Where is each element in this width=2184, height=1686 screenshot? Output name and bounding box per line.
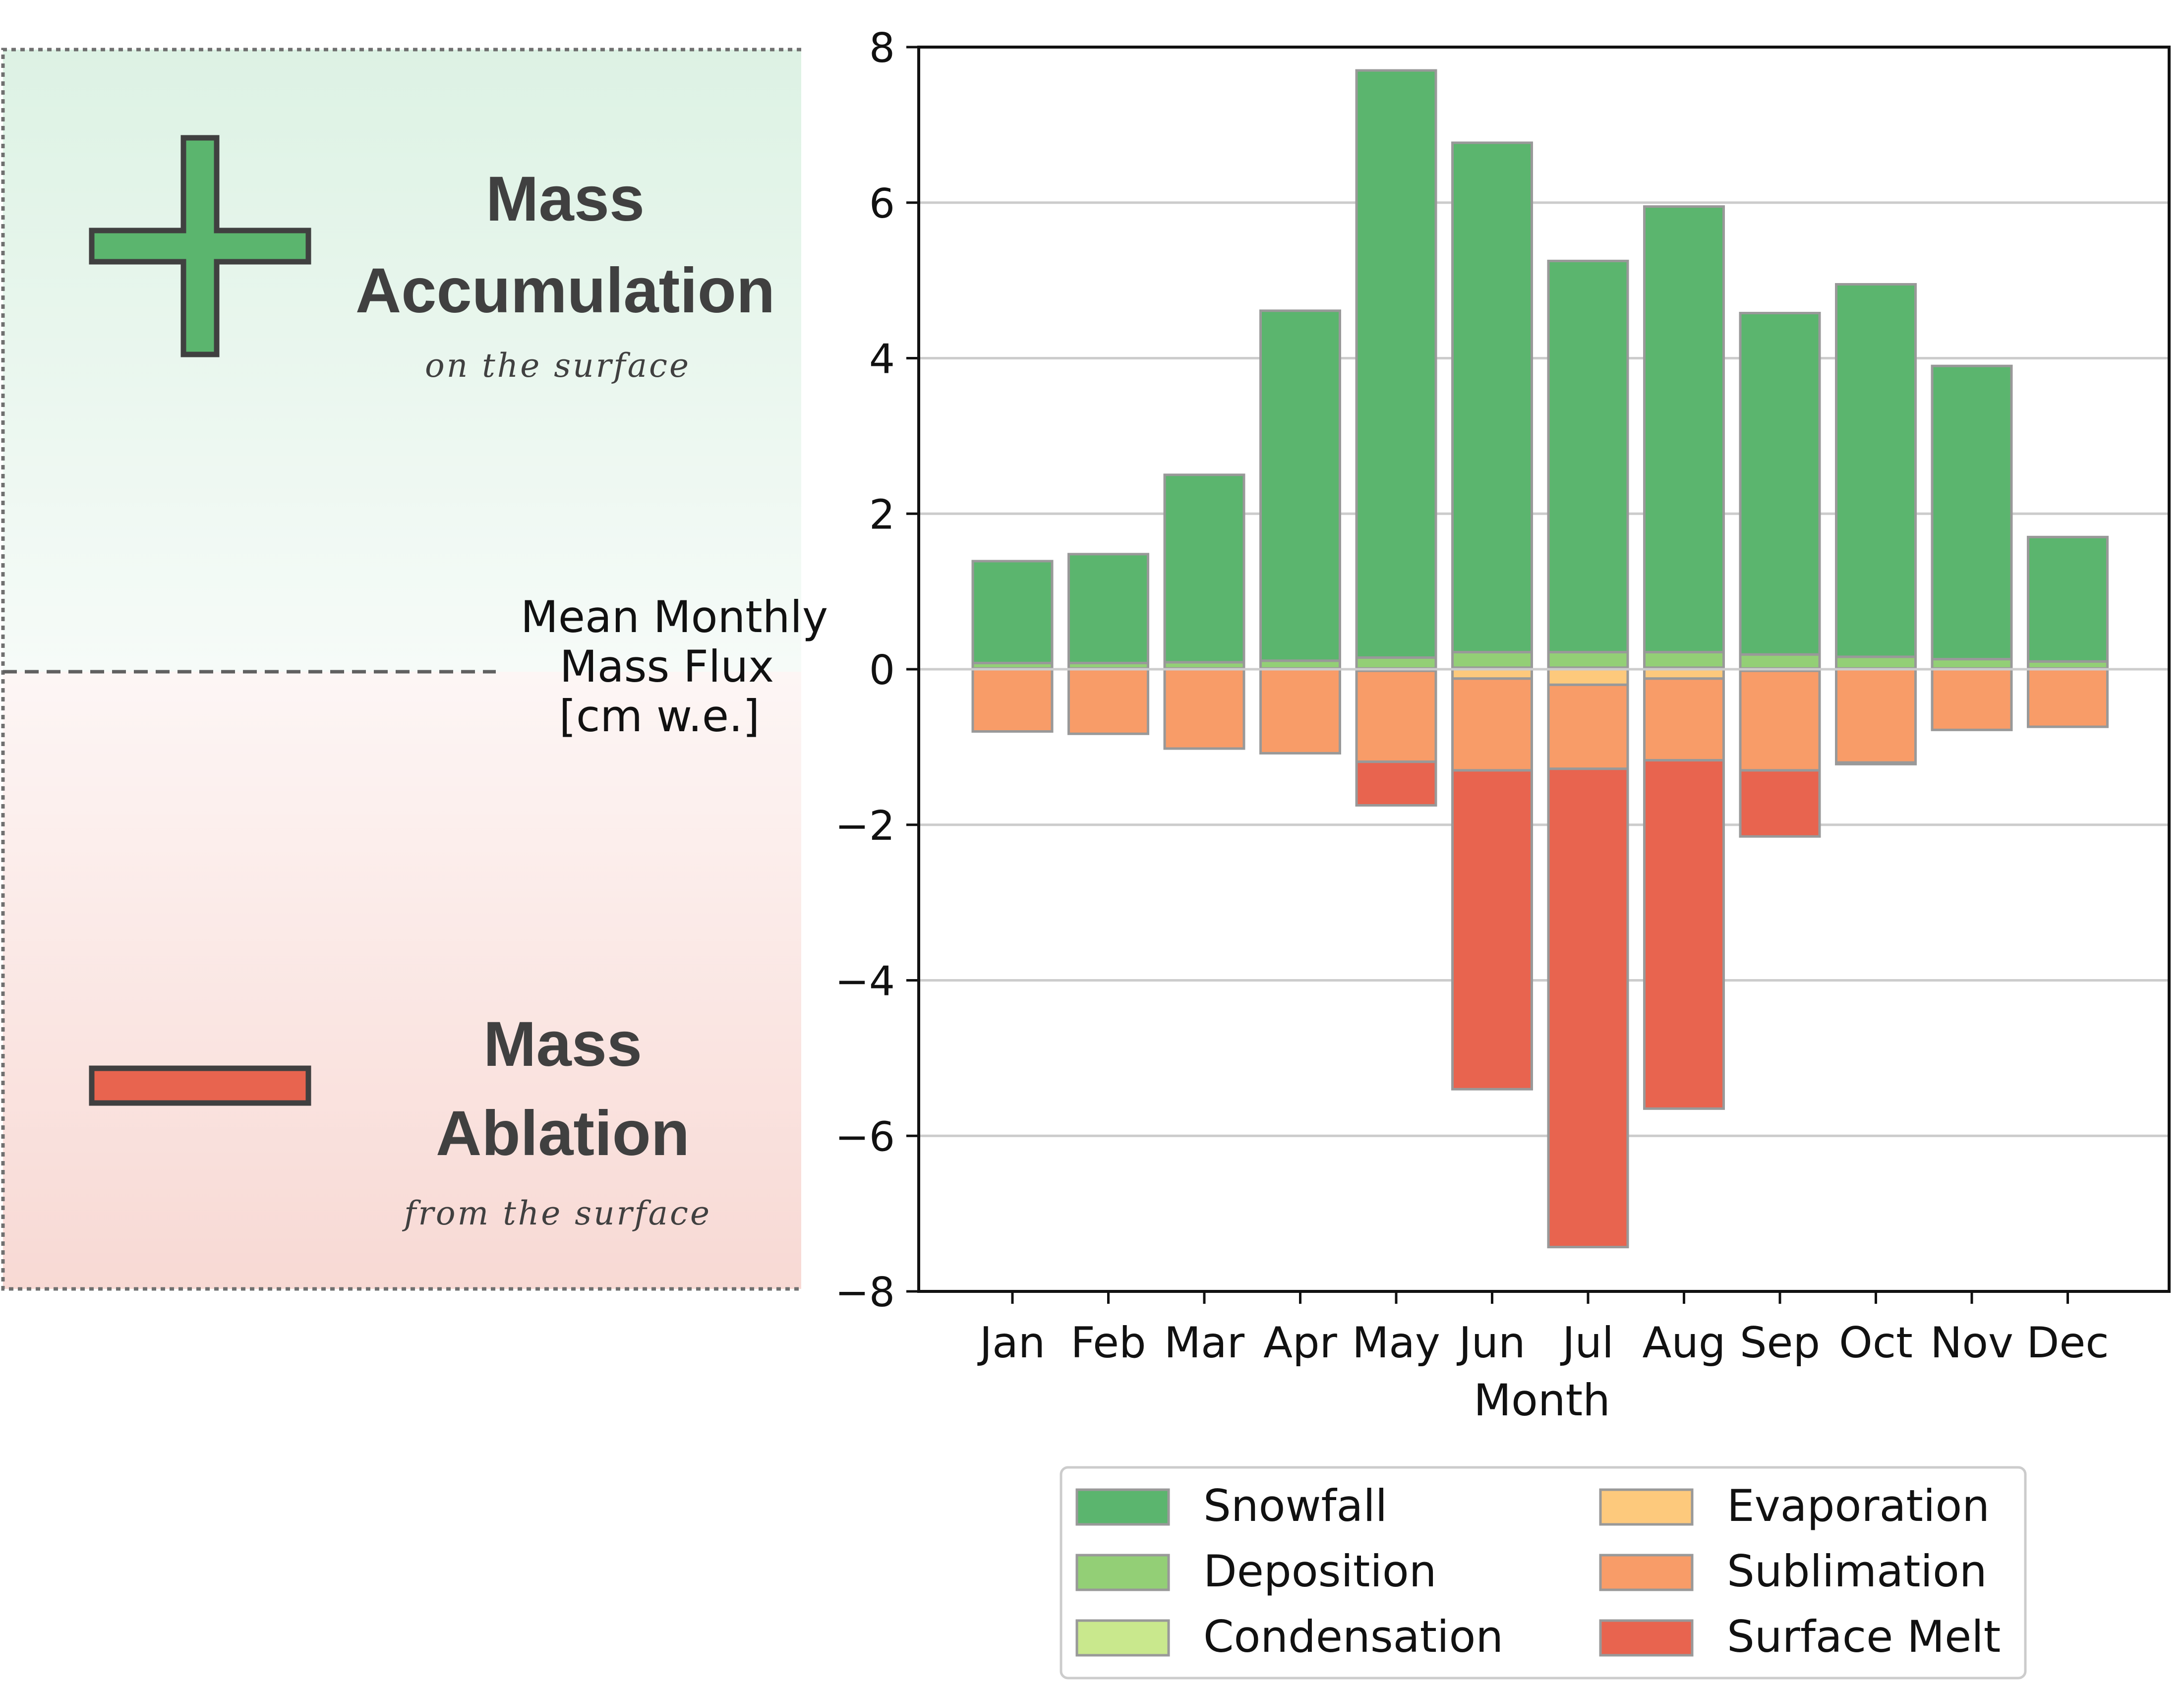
legend-label-surface-melt: Surface Melt bbox=[1727, 1611, 2001, 1662]
legend-swatch-surface-melt bbox=[1599, 1619, 1694, 1657]
bar-surface-melt-aug bbox=[1643, 759, 1725, 1110]
bar-snowfall-may bbox=[1355, 69, 1437, 659]
bar-snowfall-jul bbox=[1547, 259, 1629, 653]
accumulation-subtitle: on the surface bbox=[425, 347, 691, 385]
bar-deposition-jun bbox=[1451, 650, 1533, 669]
y-axis: 8 6 4 2 0 −2 −4 −6 −8 bbox=[835, 25, 919, 1316]
minus-icon bbox=[89, 1065, 311, 1106]
bar-snowfall-mar bbox=[1163, 473, 1245, 664]
bar-deposition-nov bbox=[1931, 658, 2013, 670]
legend-swatch-snowfall bbox=[1075, 1488, 1170, 1526]
legend-label-condensation: Condensation bbox=[1203, 1611, 1503, 1662]
bar-snowfall-dec bbox=[2027, 535, 2109, 663]
panel-dotted-border bbox=[1, 48, 801, 1291]
bars bbox=[919, 69, 2169, 1249]
bar-snowfall-jan bbox=[971, 560, 1054, 664]
x-axis: Jan Feb Mar Apr May Jun Jul Aug Sep Oct Nov Dec bbox=[977, 1291, 2109, 1368]
x-tick-label-nov: Nov bbox=[1930, 1318, 2013, 1368]
bar-snowfall-oct bbox=[1835, 283, 1917, 658]
bar-sublimation-oct bbox=[1835, 668, 1917, 764]
x-axis-label: Month bbox=[1474, 1375, 1610, 1426]
bar-surface-melt-oct bbox=[1835, 761, 1917, 765]
legend-label-evaporation: Evaporation bbox=[1727, 1480, 1990, 1531]
mass-flux-chart: 8 6 4 2 0 −2 −4 −6 −8 Jan Feb Mar Apr May Jun Jul Aug Se… bbox=[521, 25, 2171, 1680]
x-tick-label-jan: Jan bbox=[977, 1318, 1046, 1368]
y-axis-label-line1: Mean Monthly bbox=[521, 591, 828, 642]
bar-evaporation-aug bbox=[1643, 668, 1725, 680]
bar-deposition-jul bbox=[1547, 650, 1629, 669]
y-tick-label: −2 bbox=[835, 803, 895, 850]
legend-frame bbox=[1060, 1466, 2027, 1680]
bar-snowfall-feb bbox=[1067, 553, 1149, 664]
y-tick-label: 8 bbox=[869, 25, 895, 72]
bar-sublimation-jun bbox=[1451, 677, 1533, 772]
y-tick-label: 6 bbox=[869, 180, 895, 228]
bar-snowfall-nov bbox=[1931, 364, 2013, 661]
bar-snowfall-jun bbox=[1451, 141, 1533, 653]
x-tick-label-aug: Aug bbox=[1643, 1318, 1726, 1368]
bar-sublimation-apr bbox=[1259, 668, 1341, 755]
bar-snowfall-aug bbox=[1643, 205, 1725, 653]
bar-surface-melt-jul bbox=[1547, 767, 1629, 1249]
ablation-subtitle: from the surface bbox=[402, 1194, 711, 1232]
y-tick-label: −8 bbox=[835, 1269, 895, 1316]
bar-snowfall-apr bbox=[1259, 309, 1341, 662]
x-tick-label-jul: Jul bbox=[1560, 1318, 1614, 1368]
ablation-title-line2: Ablation bbox=[436, 1098, 690, 1169]
legend: Snowfall Deposition Condensation Evaporatio… bbox=[1060, 1466, 2027, 1680]
y-axis-label-line2: Mass Flux bbox=[560, 641, 774, 692]
legend-swatch-sublimation bbox=[1599, 1554, 1694, 1591]
x-tick-label-feb: Feb bbox=[1070, 1318, 1146, 1368]
bar-sublimation-dec bbox=[2027, 668, 2109, 728]
bar-surface-melt-jun bbox=[1451, 769, 1533, 1091]
explanation-panel: Mass Accumulation on the surface Mass Ab… bbox=[1, 48, 801, 1291]
x-tick-label-may: May bbox=[1352, 1318, 1440, 1368]
bar-sublimation-mar bbox=[1163, 668, 1245, 750]
bar-sublimation-nov bbox=[1931, 668, 2013, 731]
y-tick-label: 4 bbox=[869, 336, 895, 383]
bar-sublimation-sep bbox=[1739, 669, 1821, 772]
x-tick-label-oct: Oct bbox=[1839, 1318, 1913, 1368]
bar-sublimation-jan bbox=[971, 668, 1054, 733]
x-tick-label-sep: Sep bbox=[1740, 1318, 1820, 1368]
bar-sublimation-may bbox=[1355, 669, 1437, 763]
y-axis-label: Mean Monthly Mass Flux [cm w.e.] bbox=[521, 591, 828, 742]
x-tick-label-dec: Dec bbox=[2026, 1318, 2109, 1368]
bar-sublimation-jul bbox=[1547, 683, 1629, 770]
y-tick-label: 0 bbox=[869, 647, 895, 694]
legend-swatch-condensation bbox=[1075, 1619, 1170, 1657]
legend-label-snowfall: Snowfall bbox=[1203, 1480, 1387, 1531]
legend-swatch-evaporation bbox=[1599, 1488, 1694, 1526]
bar-evaporation-jul bbox=[1547, 668, 1629, 686]
bar-deposition-oct bbox=[1835, 655, 1917, 670]
bar-deposition-sep bbox=[1739, 653, 1821, 670]
bar-evaporation-jun bbox=[1451, 668, 1533, 680]
y-tick-label: 2 bbox=[869, 491, 895, 538]
legend-label-sublimation: Sublimation bbox=[1727, 1546, 1987, 1597]
x-tick-label-jun: Jun bbox=[1456, 1318, 1525, 1368]
ablation-title-line1: Mass bbox=[483, 1009, 642, 1080]
x-tick-label-apr: Apr bbox=[1263, 1318, 1337, 1368]
bar-surface-melt-may bbox=[1355, 760, 1437, 807]
accumulation-title-line1: Mass bbox=[486, 164, 645, 234]
plus-icon bbox=[89, 135, 311, 357]
bar-surface-melt-sep bbox=[1739, 769, 1821, 838]
bar-deposition-aug bbox=[1643, 650, 1725, 669]
ablation-zone bbox=[3, 672, 801, 1289]
bar-sublimation-feb bbox=[1067, 668, 1149, 735]
legend-swatch-deposition bbox=[1075, 1554, 1170, 1591]
bar-snowfall-sep bbox=[1739, 312, 1821, 656]
x-tick-label-mar: Mar bbox=[1164, 1318, 1245, 1368]
bar-deposition-may bbox=[1355, 656, 1437, 670]
legend-label-deposition: Deposition bbox=[1203, 1546, 1436, 1597]
y-tick-label: −6 bbox=[835, 1113, 895, 1161]
accumulation-title-line2: Accumulation bbox=[355, 255, 775, 326]
y-axis-label-line3: [cm w.e.] bbox=[559, 691, 760, 742]
y-tick-label: −4 bbox=[835, 958, 895, 1005]
accumulation-zone bbox=[3, 50, 801, 672]
bar-sublimation-aug bbox=[1643, 677, 1725, 762]
